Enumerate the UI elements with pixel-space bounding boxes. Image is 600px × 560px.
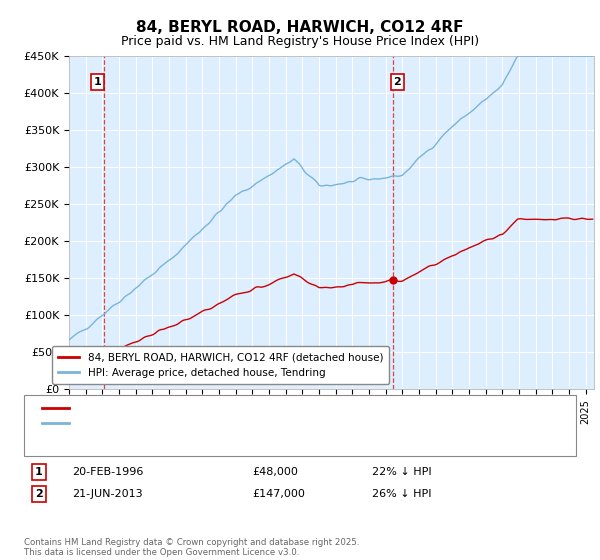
Text: 84, BERYL ROAD, HARWICH, CO12 4RF: 84, BERYL ROAD, HARWICH, CO12 4RF (136, 20, 464, 35)
Legend: 84, BERYL ROAD, HARWICH, CO12 4RF (detached house), HPI: Average price, detached: 84, BERYL ROAD, HARWICH, CO12 4RF (detac… (52, 346, 389, 384)
Text: 1: 1 (94, 77, 101, 87)
Text: 2: 2 (394, 77, 401, 87)
Text: £147,000: £147,000 (252, 489, 305, 499)
Text: HPI: Average price, detached house, Tendring: HPI: Average price, detached house, Tend… (72, 418, 326, 428)
Text: Contains HM Land Registry data © Crown copyright and database right 2025.
This d: Contains HM Land Registry data © Crown c… (24, 538, 359, 557)
Text: 21-JUN-2013: 21-JUN-2013 (72, 489, 143, 499)
Text: 26% ↓ HPI: 26% ↓ HPI (372, 489, 431, 499)
Text: £48,000: £48,000 (252, 467, 298, 477)
Text: 1: 1 (35, 467, 43, 477)
Text: Price paid vs. HM Land Registry's House Price Index (HPI): Price paid vs. HM Land Registry's House … (121, 35, 479, 48)
Text: 84, BERYL ROAD, HARWICH, CO12 4RF (detached house): 84, BERYL ROAD, HARWICH, CO12 4RF (detac… (72, 403, 389, 413)
Text: 2: 2 (35, 489, 43, 499)
Text: 20-FEB-1996: 20-FEB-1996 (72, 467, 143, 477)
Text: 22% ↓ HPI: 22% ↓ HPI (372, 467, 431, 477)
